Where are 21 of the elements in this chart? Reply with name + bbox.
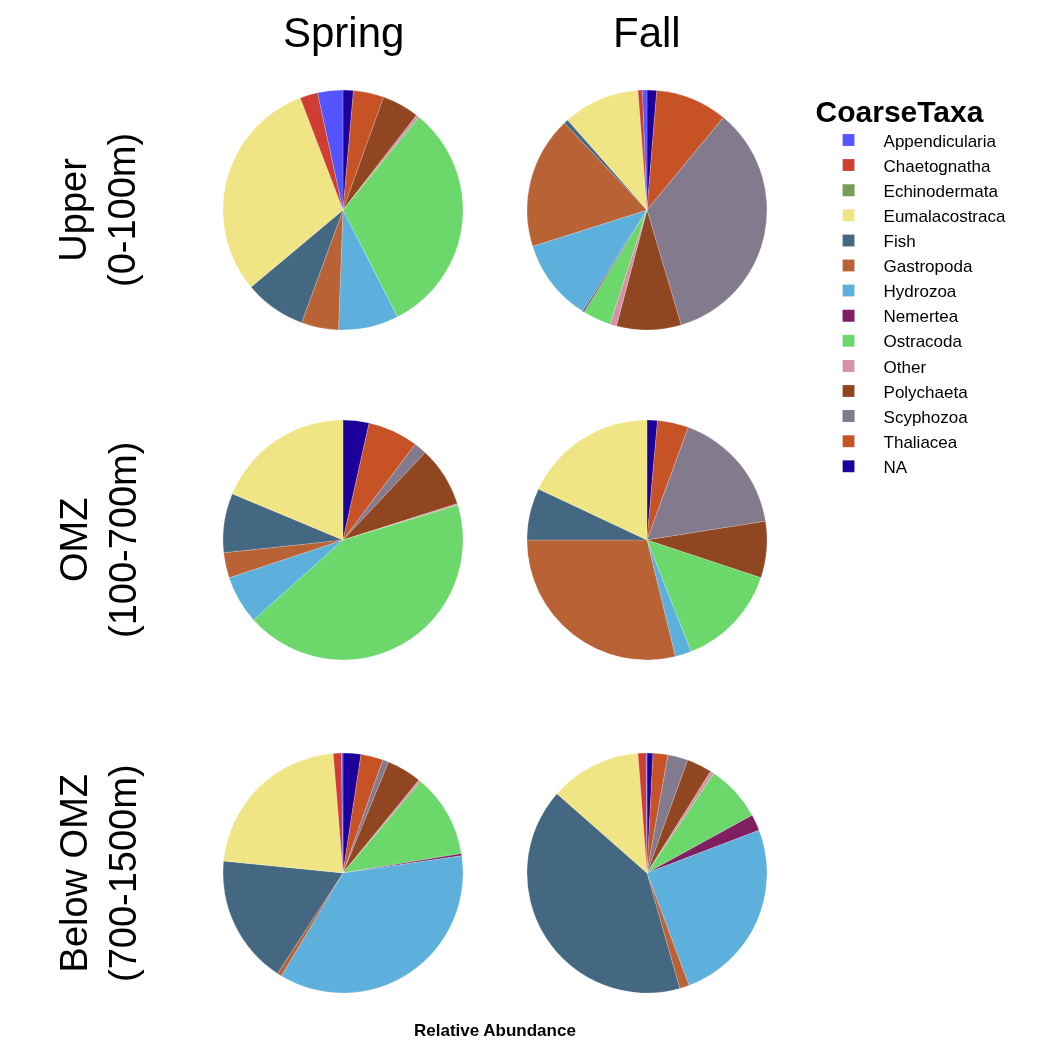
legend-label: Thaliacea xyxy=(883,432,958,452)
legend-label: Scyphozoa xyxy=(883,407,969,427)
legend-label: Eumalacostraca xyxy=(883,206,1006,226)
text: Below OMZ (700-1500m) xyxy=(53,764,145,982)
legend-label: Gastropoda xyxy=(883,257,973,277)
legend-label: Other xyxy=(883,357,927,377)
text: OMZ (100-700m) xyxy=(53,441,145,638)
chart-title: Spring xyxy=(283,9,405,56)
legend-label: Appendicularia xyxy=(883,131,997,151)
text: Relative Abundance xyxy=(414,1021,576,1040)
legend-label: Polychaeta xyxy=(883,382,969,402)
legend-label: Nemertea xyxy=(883,307,959,327)
legend-label: Ostracoda xyxy=(883,332,963,352)
legend-label: Hydrozoa xyxy=(883,282,957,302)
chart-title: Fall xyxy=(613,9,681,56)
legend-label: NA xyxy=(883,457,908,477)
legend-label: Chaetognatha xyxy=(883,156,991,176)
legend-label: Echinodermata xyxy=(883,181,999,201)
text: Upper (0-100m) xyxy=(52,132,144,287)
legend-title: CoarseTaxa xyxy=(815,95,984,129)
legend-label: Fish xyxy=(883,232,916,252)
